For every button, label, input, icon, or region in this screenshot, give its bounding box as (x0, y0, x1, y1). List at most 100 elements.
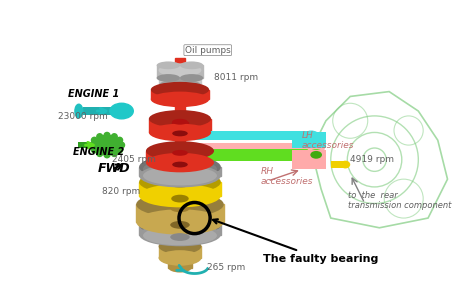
Ellipse shape (139, 184, 221, 207)
Ellipse shape (172, 162, 188, 168)
Circle shape (118, 142, 125, 148)
Text: LH
accessories: LH accessories (301, 131, 354, 150)
Text: 2405 rpm: 2405 rpm (112, 155, 156, 164)
Ellipse shape (310, 151, 322, 159)
Polygon shape (156, 65, 180, 78)
Text: 4919 rpm: 4919 rpm (350, 155, 394, 164)
Text: ENGINE 2: ENGINE 2 (73, 147, 124, 157)
Polygon shape (146, 151, 214, 162)
Ellipse shape (146, 141, 214, 161)
Polygon shape (172, 153, 188, 165)
Ellipse shape (136, 209, 224, 235)
Bar (292, 150, 326, 169)
Polygon shape (149, 119, 211, 132)
Polygon shape (139, 225, 221, 235)
Ellipse shape (143, 166, 217, 185)
Circle shape (91, 147, 97, 153)
Ellipse shape (146, 153, 214, 172)
Ellipse shape (139, 170, 221, 194)
Ellipse shape (309, 149, 324, 161)
Ellipse shape (172, 150, 188, 156)
Ellipse shape (170, 204, 190, 212)
Polygon shape (175, 58, 185, 262)
Circle shape (117, 147, 123, 153)
Ellipse shape (172, 119, 188, 125)
Polygon shape (170, 228, 190, 237)
Circle shape (104, 152, 110, 158)
Ellipse shape (110, 103, 133, 119)
Ellipse shape (180, 61, 203, 69)
Ellipse shape (139, 155, 221, 179)
Text: Oil pumps: Oil pumps (185, 46, 230, 55)
Text: ENGINE 1: ENGINE 1 (68, 89, 119, 99)
Polygon shape (143, 228, 217, 236)
Text: 820 rpm: 820 rpm (102, 187, 140, 196)
Ellipse shape (159, 79, 201, 93)
Ellipse shape (170, 233, 190, 241)
Ellipse shape (139, 223, 221, 246)
Polygon shape (139, 182, 221, 196)
Ellipse shape (340, 161, 350, 168)
Bar (78, 142, 107, 148)
Polygon shape (171, 184, 189, 199)
Ellipse shape (303, 130, 319, 140)
Bar (331, 161, 346, 168)
Circle shape (111, 134, 117, 140)
Ellipse shape (151, 82, 209, 97)
Circle shape (117, 137, 123, 143)
Ellipse shape (159, 250, 201, 266)
Polygon shape (170, 208, 190, 225)
Ellipse shape (149, 110, 211, 128)
Bar (82, 107, 122, 115)
Ellipse shape (156, 61, 180, 69)
Text: 265 rpm: 265 rpm (207, 263, 246, 272)
Bar (200, 143, 316, 153)
Text: RH
accessories: RH accessories (261, 167, 313, 186)
Ellipse shape (151, 91, 209, 107)
Ellipse shape (170, 221, 190, 229)
Bar (292, 132, 326, 148)
Circle shape (104, 132, 110, 138)
Ellipse shape (180, 74, 203, 82)
Ellipse shape (159, 63, 201, 77)
Ellipse shape (171, 180, 189, 188)
Polygon shape (180, 65, 203, 78)
Circle shape (97, 134, 103, 140)
Bar (190, 149, 316, 161)
Text: The faulty bearing: The faulty bearing (213, 219, 378, 264)
Polygon shape (172, 122, 188, 133)
Ellipse shape (139, 213, 221, 236)
Ellipse shape (143, 226, 217, 245)
Polygon shape (143, 169, 217, 176)
Ellipse shape (168, 247, 191, 257)
Bar (194, 130, 311, 140)
Ellipse shape (159, 238, 201, 254)
Circle shape (111, 151, 117, 157)
Ellipse shape (172, 130, 188, 136)
Ellipse shape (170, 224, 190, 232)
Ellipse shape (171, 195, 189, 203)
Ellipse shape (143, 218, 217, 238)
Ellipse shape (149, 124, 211, 141)
Text: 8011 rpm: 8011 rpm (214, 73, 258, 82)
Circle shape (97, 151, 103, 157)
Ellipse shape (93, 135, 121, 155)
Ellipse shape (139, 164, 221, 187)
Text: 23000 rpm: 23000 rpm (58, 112, 108, 121)
Ellipse shape (75, 104, 82, 118)
Polygon shape (159, 246, 201, 258)
Polygon shape (139, 167, 221, 176)
Ellipse shape (136, 192, 224, 217)
Polygon shape (168, 252, 191, 268)
Polygon shape (159, 70, 201, 86)
Ellipse shape (308, 142, 325, 154)
Ellipse shape (156, 74, 180, 82)
Circle shape (91, 137, 97, 143)
Polygon shape (136, 204, 224, 222)
Circle shape (90, 142, 95, 148)
Ellipse shape (168, 263, 191, 273)
Polygon shape (151, 90, 209, 99)
Text: to  the  rear
transmission component: to the rear transmission component (348, 191, 452, 210)
Text: FWD: FWD (97, 162, 130, 175)
Ellipse shape (143, 159, 217, 179)
